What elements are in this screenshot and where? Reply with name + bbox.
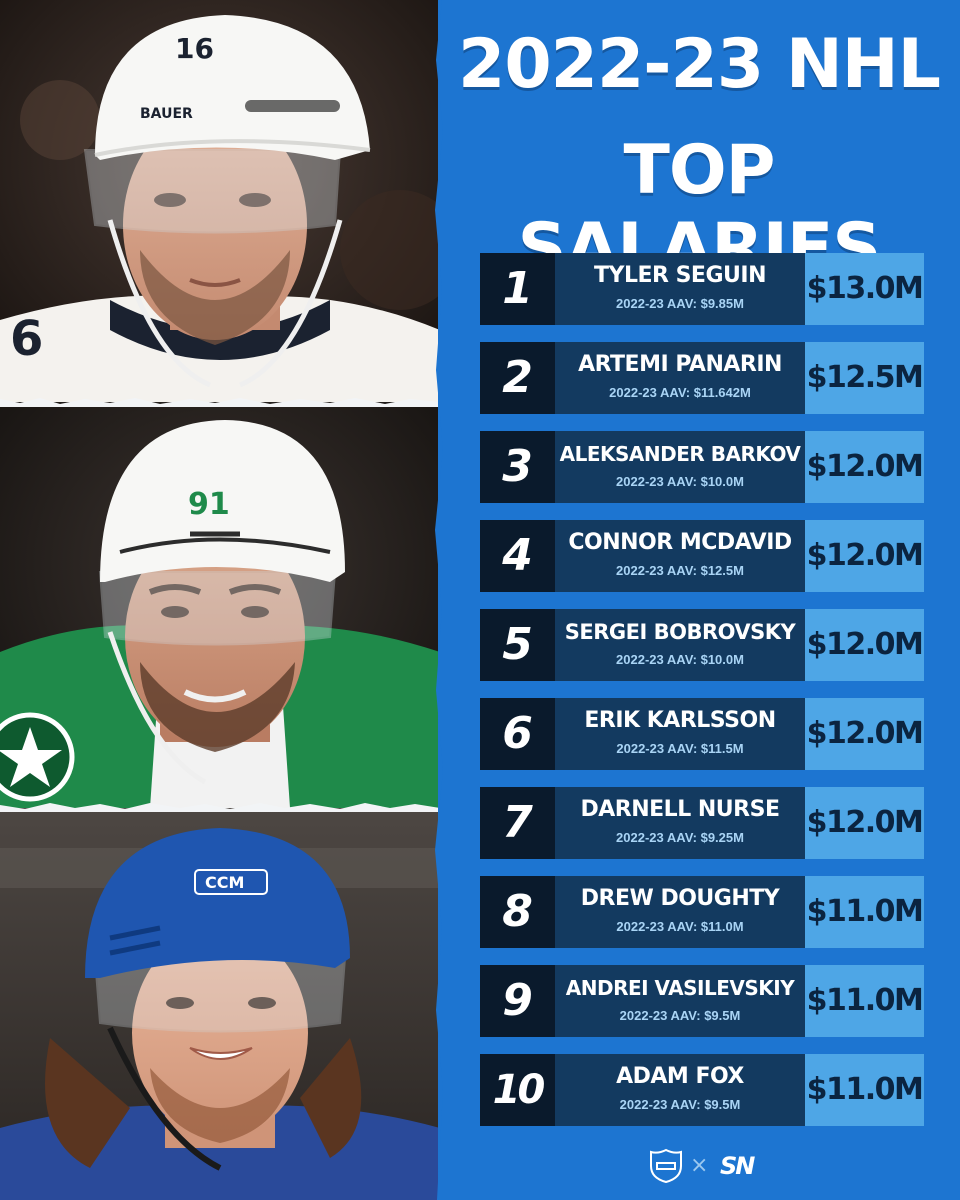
nhl-shield-icon bbox=[650, 1148, 682, 1184]
player-name: CONNOR MCDAVID bbox=[568, 530, 792, 555]
salary-row: 8 DREW DOUGHTY 2022-23 AAV: $11.0M $11.0… bbox=[480, 876, 924, 948]
player-name: ADAM FOX bbox=[616, 1064, 744, 1089]
salary-row: 2 ARTEMI PANARIN 2022-23 AAV: $11.642M $… bbox=[480, 342, 924, 414]
player-name: DARNELL NURSE bbox=[580, 797, 780, 822]
sn-logo-icon: SN bbox=[720, 1152, 755, 1180]
salary-row: 7 DARNELL NURSE 2022-23 AAV: $9.25M $12.… bbox=[480, 787, 924, 859]
player-aav: 2022-23 AAV: $9.25M bbox=[616, 830, 744, 845]
salary-value: $11.0M bbox=[806, 983, 924, 1018]
player-name: DREW DOUGHTY bbox=[580, 886, 780, 911]
salary-box: $12.0M bbox=[805, 698, 924, 770]
player-name-box: DREW DOUGHTY 2022-23 AAV: $11.0M bbox=[555, 876, 805, 948]
rank-number: 5 bbox=[480, 609, 555, 681]
player-name: ARTEMI PANARIN bbox=[578, 352, 782, 377]
salary-value: $12.5M bbox=[806, 360, 924, 395]
player-name-box: CONNOR MCDAVID 2022-23 AAV: $12.5M bbox=[555, 520, 805, 592]
salary-value: $13.0M bbox=[806, 271, 924, 306]
photo-tear-divider bbox=[0, 398, 440, 407]
rank-number: 3 bbox=[480, 431, 555, 503]
player-name-box: ANDREI VASILEVSKIY 2022-23 AAV: $9.5M bbox=[555, 965, 805, 1037]
salary-row: 9 ANDREI VASILEVSKIY 2022-23 AAV: $9.5M … bbox=[480, 965, 924, 1037]
player-photo-top: 6 16 BAUER bbox=[0, 0, 440, 402]
player-name: TYLER SEGUIN bbox=[594, 263, 766, 288]
salary-value: $12.0M bbox=[806, 716, 924, 751]
player-name-box: ADAM FOX 2022-23 AAV: $9.5M bbox=[555, 1054, 805, 1126]
svg-text:BAUER: BAUER bbox=[140, 106, 193, 122]
salary-value: $12.0M bbox=[806, 627, 924, 662]
player-aav: 2022-23 AAV: $11.642M bbox=[609, 385, 751, 400]
salary-value: $11.0M bbox=[806, 1072, 924, 1107]
salary-box: $12.0M bbox=[805, 520, 924, 592]
player-name: ALEKSANDER BARKOV bbox=[559, 442, 801, 466]
player-photo-middle: 91 bbox=[0, 402, 440, 808]
player-photo-bottom: CCM bbox=[0, 808, 440, 1200]
salary-box: $11.0M bbox=[805, 965, 924, 1037]
footer-logos: × SN bbox=[640, 1146, 770, 1186]
salary-value: $11.0M bbox=[806, 894, 924, 929]
collab-x-mark: × bbox=[690, 1153, 709, 1178]
player-name-box: DARNELL NURSE 2022-23 AAV: $9.25M bbox=[555, 787, 805, 859]
player-aav: 2022-23 AAV: $9.5M bbox=[619, 1008, 741, 1023]
player-aav: 2022-23 AAV: $12.5M bbox=[616, 563, 744, 578]
salary-row: 5 SERGEI BOBROVSKY 2022-23 AAV: $10.0M $… bbox=[480, 609, 924, 681]
player-name-box: TYLER SEGUIN 2022-23 AAV: $9.85M bbox=[555, 253, 805, 325]
player-name-box: SERGEI BOBROVSKY 2022-23 AAV: $10.0M bbox=[555, 609, 805, 681]
player-name: ERIK KARLSSON bbox=[584, 708, 776, 733]
player-aav: 2022-23 AAV: $10.0M bbox=[616, 474, 744, 489]
rank-number: 10 bbox=[480, 1054, 555, 1126]
player-aav: 2022-23 AAV: $9.5M bbox=[619, 1097, 741, 1112]
rank-number: 6 bbox=[480, 698, 555, 770]
salary-row: 1 TYLER SEGUIN 2022-23 AAV: $9.85M $13.0… bbox=[480, 253, 924, 325]
salary-box: $11.0M bbox=[805, 1054, 924, 1126]
photo-column: 6 16 BAUER bbox=[0, 0, 440, 1200]
rank-number: 8 bbox=[480, 876, 555, 948]
player-name-box: ALEKSANDER BARKOV 2022-23 AAV: $10.0M bbox=[555, 431, 805, 503]
player-name: ANDREI VASILEVSKIY bbox=[565, 976, 795, 1000]
photo-tear-divider bbox=[0, 803, 440, 812]
player-aav: 2022-23 AAV: $9.85M bbox=[616, 296, 744, 311]
salary-box: $12.0M bbox=[805, 431, 924, 503]
svg-text:91: 91 bbox=[188, 487, 230, 522]
player-name-box: ARTEMI PANARIN 2022-23 AAV: $11.642M bbox=[555, 342, 805, 414]
salary-value: $12.0M bbox=[806, 449, 924, 484]
rank-number: 7 bbox=[480, 787, 555, 859]
salary-row: 3 ALEKSANDER BARKOV 2022-23 AAV: $10.0M … bbox=[480, 431, 924, 503]
rank-number: 9 bbox=[480, 965, 555, 1037]
player-name-box: ERIK KARLSSON 2022-23 AAV: $11.5M bbox=[555, 698, 805, 770]
panel-torn-edge bbox=[435, 0, 450, 1200]
salary-box: $11.0M bbox=[805, 876, 924, 948]
svg-text:16: 16 bbox=[175, 32, 214, 65]
salary-value: $12.0M bbox=[806, 805, 924, 840]
salary-box: $12.0M bbox=[805, 787, 924, 859]
salary-row: 4 CONNOR MCDAVID 2022-23 AAV: $12.5M $12… bbox=[480, 520, 924, 592]
player-name: SERGEI BOBROVSKY bbox=[564, 620, 796, 644]
salary-value: $12.0M bbox=[806, 538, 924, 573]
player-aav: 2022-23 AAV: $11.5M bbox=[616, 741, 744, 756]
salary-row: 6 ERIK KARLSSON 2022-23 AAV: $11.5M $12.… bbox=[480, 698, 924, 770]
player-aav: 2022-23 AAV: $11.0M bbox=[616, 919, 744, 934]
svg-text:CCM: CCM bbox=[205, 873, 244, 892]
svg-text:6: 6 bbox=[10, 311, 43, 367]
rank-number: 4 bbox=[480, 520, 555, 592]
salary-box: $13.0M bbox=[805, 253, 924, 325]
rank-number: 2 bbox=[480, 342, 555, 414]
player-aav: 2022-23 AAV: $10.0M bbox=[616, 652, 744, 667]
salary-box: $12.5M bbox=[805, 342, 924, 414]
salary-row: 10 ADAM FOX 2022-23 AAV: $9.5M $11.0M bbox=[480, 1054, 924, 1126]
rank-number: 1 bbox=[480, 253, 555, 325]
title-line-1: 2022-23 NHL bbox=[458, 25, 941, 104]
salary-box: $12.0M bbox=[805, 609, 924, 681]
